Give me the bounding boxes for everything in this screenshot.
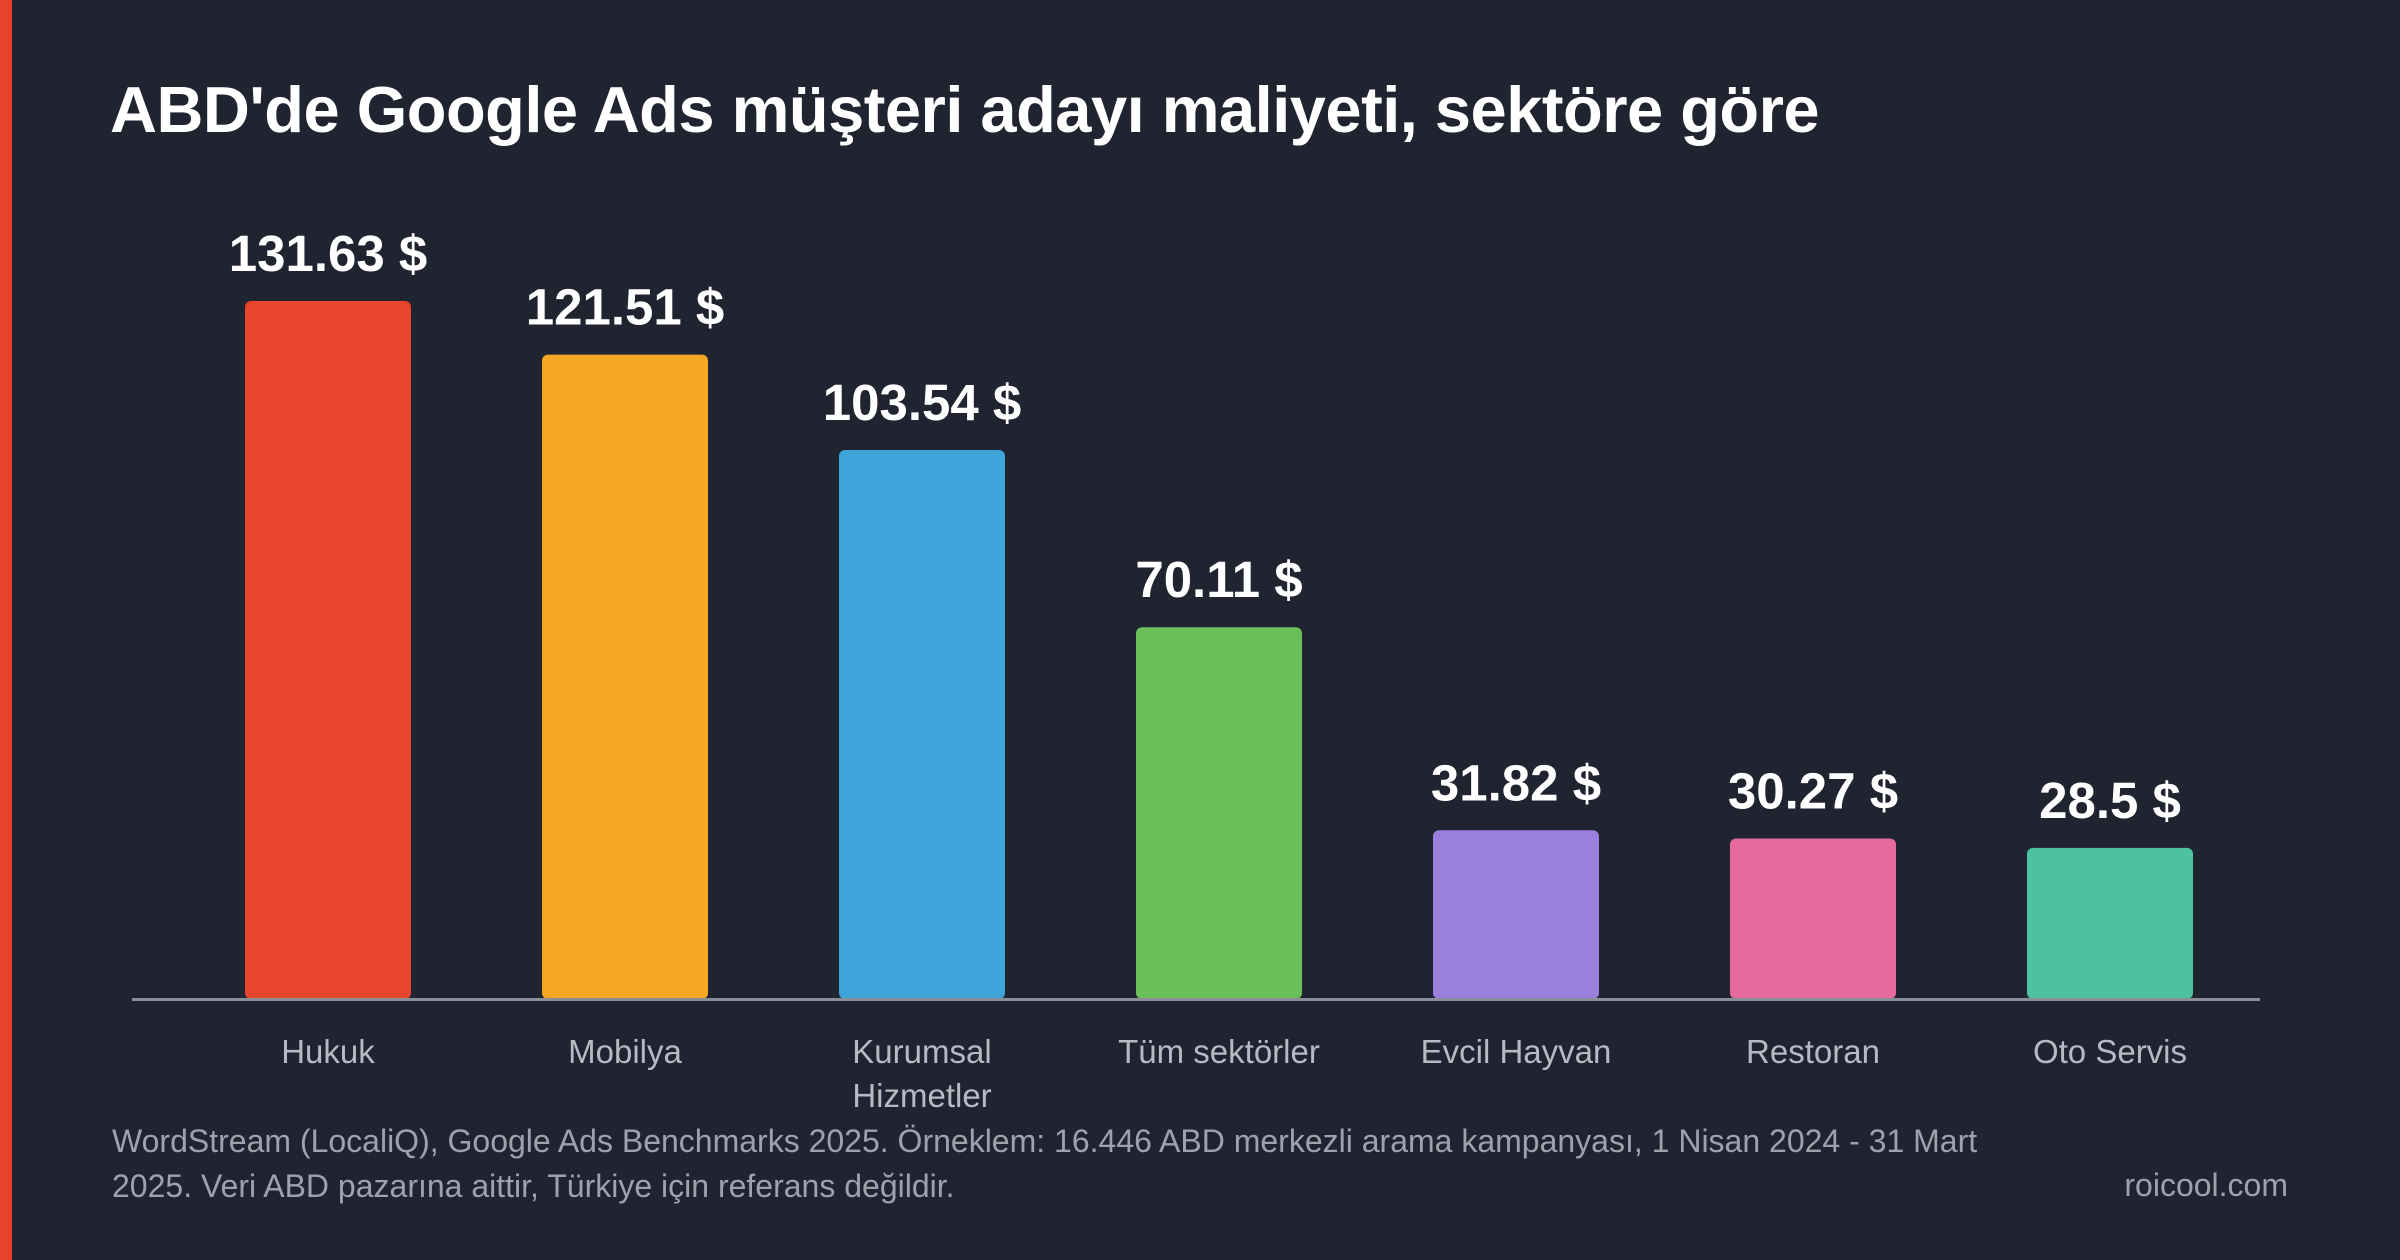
value-label-4: 31.82 $ <box>1431 754 1601 811</box>
value-label-2: 103.54 $ <box>823 374 1022 431</box>
accent-bar <box>0 0 12 1260</box>
value-label-1: 121.51 $ <box>526 279 725 336</box>
category-label-0: Hukuk <box>281 1033 375 1070</box>
value-label-0: 131.63 $ <box>229 225 428 282</box>
bar-6 <box>2027 847 2193 999</box>
bar-chart: 131.63 $ Hukuk 121.51 $ Mobilya 103.54 $ Kuru… <box>132 225 2260 1114</box>
category-label-4: Evcil Hayvan <box>1421 1033 1612 1070</box>
bar-1 <box>542 354 708 999</box>
bar-0 <box>245 301 411 999</box>
category-label-6: Oto Servis <box>2033 1033 2187 1070</box>
category-label-5: Restoran <box>1746 1033 1880 1070</box>
brand-link[interactable]: roicool.com <box>2124 1167 2288 1203</box>
value-label-3: 70.11 $ <box>1135 551 1302 608</box>
chart-title: ABD'de Google Ads müşteri adayı maliyeti… <box>110 73 1820 146</box>
category-label-2: Kurumsal Hizmetler <box>852 1033 991 1114</box>
value-label-5: 30.27 $ <box>1728 762 1898 819</box>
category-label-1: Mobilya <box>568 1033 682 1070</box>
bar-4 <box>1433 830 1599 999</box>
bar-3 <box>1136 627 1302 999</box>
source-note: WordStream (LocaliQ), Google Ads Benchma… <box>112 1123 1978 1204</box>
bar-5 <box>1730 838 1896 999</box>
category-label-3: Tüm sektörler <box>1118 1033 1320 1070</box>
value-label-6: 28.5 $ <box>2039 772 2181 829</box>
bar-2 <box>839 449 1005 999</box>
